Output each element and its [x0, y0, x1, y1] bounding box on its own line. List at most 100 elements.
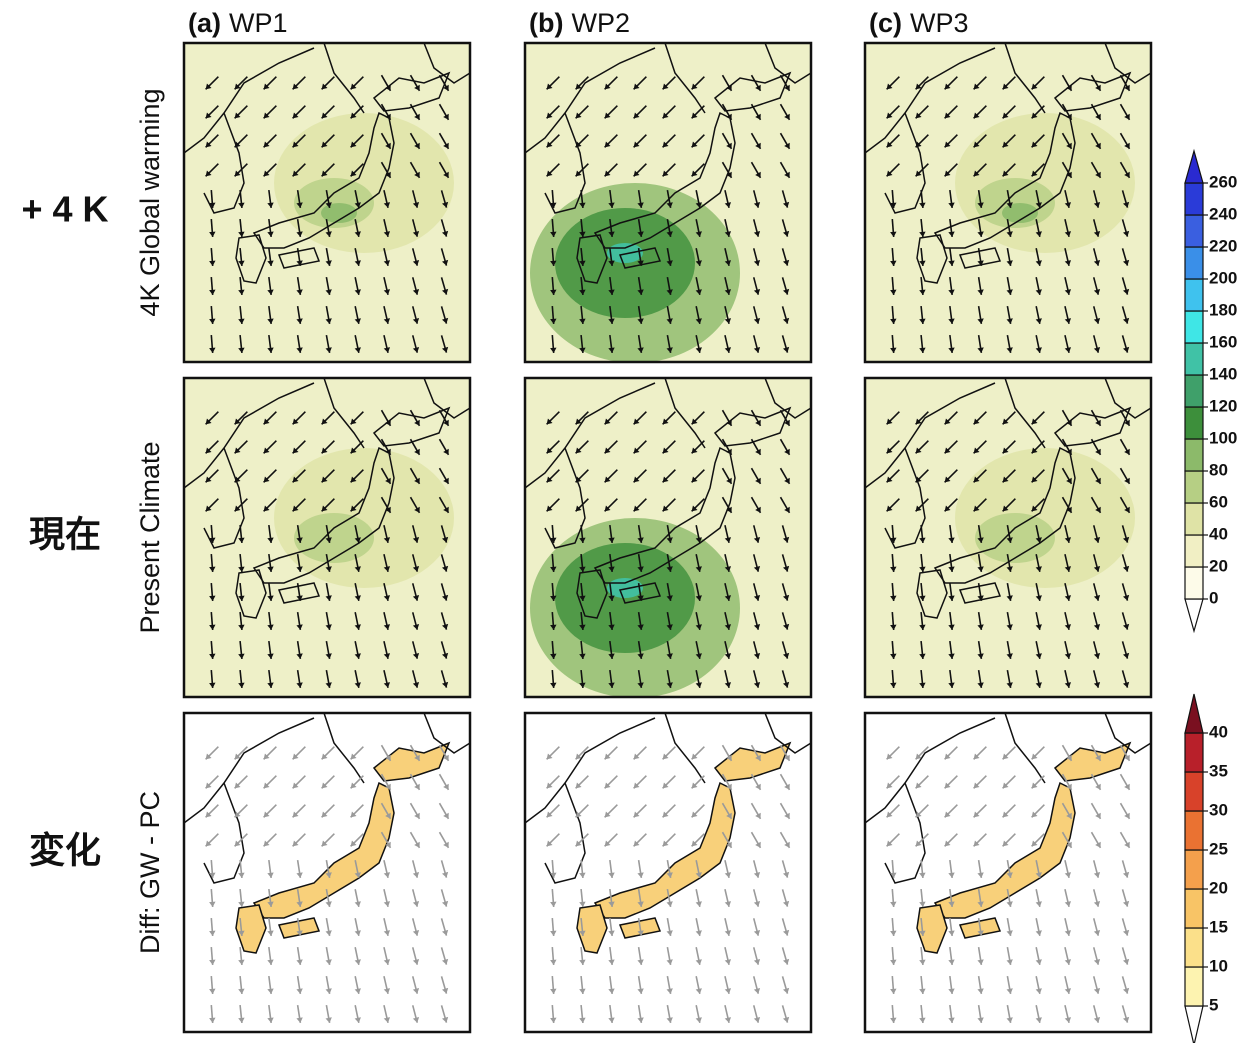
wind-arrow-head — [1006, 231, 1013, 237]
wind-arrow-head — [575, 170, 582, 177]
wind-arrow-head — [550, 231, 557, 237]
wind-arrow-head — [414, 506, 420, 513]
row-axis-label: 4K Global warming — [135, 88, 165, 316]
wind-arrow-head — [1122, 958, 1130, 965]
wind-arrow-head — [753, 566, 761, 572]
wind-arrow-head — [414, 841, 420, 848]
wind-arrow-head — [890, 653, 897, 659]
wind-arrow-head — [296, 872, 303, 878]
coastline — [524, 377, 812, 549]
wind-arrow-head — [948, 347, 955, 353]
colorbar-segment — [1184, 278, 1204, 312]
coastline — [1053, 741, 1132, 782]
map-panel — [863, 711, 1153, 1034]
wind-arrow-head — [1093, 988, 1101, 994]
wind-arrow-head — [973, 505, 980, 512]
wind-arrow-head — [973, 447, 980, 454]
wind-arrow-head — [948, 260, 955, 266]
wind-arrow-head — [915, 83, 922, 90]
wind-arrow-head — [354, 566, 361, 572]
colorbar-segment — [1184, 502, 1204, 536]
wind-arrow-head — [296, 289, 303, 295]
wind-arrow-head — [296, 682, 303, 688]
wind-arrow-head — [944, 170, 951, 177]
wind-arrow-head — [1066, 754, 1072, 761]
wind-arrow-head — [325, 202, 332, 208]
wind-arrow-head — [350, 753, 357, 760]
map-panel — [863, 376, 1153, 699]
wind-arrow-head — [1093, 289, 1101, 295]
wind-arrow-head — [209, 595, 216, 601]
wind-arrow-head — [1031, 141, 1038, 148]
wind-arrow-head — [890, 289, 897, 295]
wind-arrow-head — [292, 447, 299, 454]
wind-arrow-head — [325, 318, 332, 324]
wind-arrow-head — [267, 988, 274, 994]
wind-arrow-head — [662, 447, 669, 454]
wind-arrow-head — [973, 170, 980, 177]
wind-arrow-head — [321, 447, 328, 454]
colorbar-tick-label: 10 — [1209, 956, 1228, 975]
wind-arrow-head — [550, 260, 557, 266]
wind-arrow-head — [292, 840, 299, 847]
wind-arrow-head — [973, 476, 980, 483]
wind-arrow-head — [412, 231, 420, 237]
wind-arrow-head — [441, 652, 449, 659]
wind-arrow-head — [414, 754, 420, 761]
colorbar-segment — [1184, 927, 1204, 968]
wind-arrow-head — [414, 477, 420, 484]
wind-arrow-head — [238, 566, 245, 572]
wind-arrow-head — [973, 782, 980, 789]
wind-arrow-head — [1124, 783, 1130, 790]
wind-arrow-head — [662, 141, 669, 148]
wind-arrow-head — [1124, 171, 1130, 178]
wind-arrow-head — [350, 170, 357, 177]
wind-arrow-head — [267, 624, 274, 630]
wind-arrow-head — [354, 347, 361, 353]
wind-arrow-head — [782, 565, 790, 572]
wind-arrow-head — [973, 840, 980, 847]
coastline — [916, 569, 948, 619]
colorbar-tick-label: 0 — [1209, 588, 1218, 607]
wind-arrow-head — [753, 930, 761, 936]
wind-arrow-head — [1002, 112, 1009, 119]
wind-arrow-head — [383, 537, 391, 543]
wind-arrow-head — [782, 230, 790, 237]
wind-arrow-head — [604, 447, 611, 454]
wind-arrow-head — [662, 83, 669, 90]
wind-arrow-head — [238, 595, 245, 601]
coastline — [713, 741, 792, 782]
wind-arrow-head — [915, 141, 922, 148]
wind-arrow-head — [1064, 537, 1072, 543]
wind-arrow-head — [915, 170, 922, 177]
wind-arrow-head — [546, 418, 553, 425]
wind-arrow-head — [695, 289, 702, 295]
coastline — [277, 582, 321, 604]
wind-arrow-head — [205, 476, 212, 483]
wind-arrow-head — [234, 840, 241, 847]
wind-arrow-head — [604, 83, 611, 90]
wind-arrow-head — [753, 289, 761, 295]
wind-arrow-head — [755, 477, 761, 484]
coastline — [524, 42, 812, 214]
wind-arrow-head — [267, 318, 274, 324]
wind-arrow-head — [325, 624, 332, 630]
wind-arrow-head — [604, 170, 611, 177]
wind-arrow-head — [267, 231, 274, 237]
wind-arrow-head — [691, 505, 698, 512]
coastline — [864, 712, 1152, 884]
wind-arrow-head — [1064, 347, 1072, 353]
wind-arrow-head — [1031, 840, 1038, 847]
wind-arrow-head — [209, 289, 216, 295]
wind-arrow-head — [267, 872, 274, 878]
wind-arrow-head — [915, 753, 922, 760]
wind-arrow-head — [1006, 959, 1013, 965]
wind-arrow-head — [350, 476, 357, 483]
wind-arrow-head — [637, 872, 644, 878]
wind-arrow-head — [977, 959, 984, 965]
wind-arrow-head — [1035, 930, 1042, 936]
row-label: 現在 — [29, 514, 101, 555]
wind-arrow-head — [919, 260, 926, 266]
wind-arrow-head — [238, 872, 245, 878]
wind-arrow-head — [608, 682, 615, 688]
